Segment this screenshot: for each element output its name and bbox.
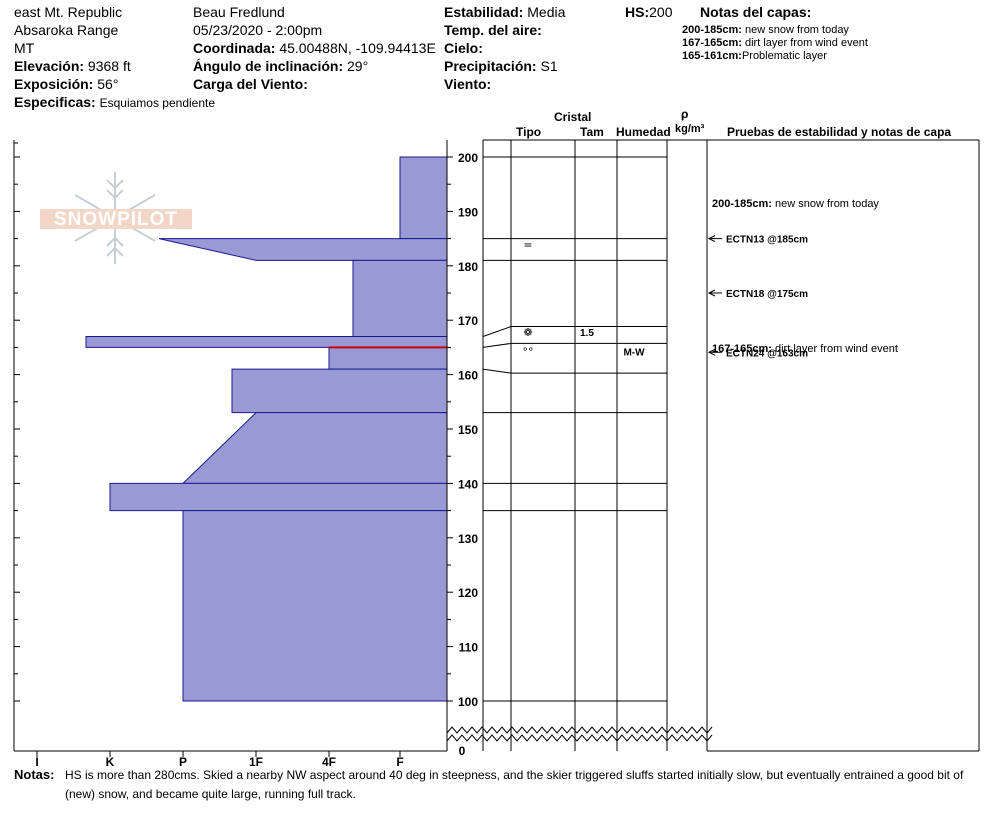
hardness-tick-label: 4F [322,755,336,769]
aspect: Exposición: 56° [14,76,119,92]
height-tick-label: 150 [458,423,478,437]
hardness-layer [352,259,448,338]
elevation: Elevación: 9368 ft [14,58,131,74]
test-arrow-head [707,235,716,243]
height-tick-label: 170 [458,314,478,328]
observer: Beau Fredlund [193,4,285,20]
hardness-tick-label: 1F [249,755,263,769]
layer-comment: 167-165cm: dirt layer from wind event [712,343,898,355]
col-size: Tam [580,125,604,139]
layer-note-3: 165-161cm:Problematic layer [682,50,827,62]
hardness-layer [399,156,448,240]
layer-notes-title: Notas del capas: [700,4,812,20]
range-name: Absaroka Range [14,22,119,38]
test-label: ECTN24 @163cm [726,348,808,359]
slope-angle: Ángulo de inclinación: 29° [193,58,369,74]
hardness-tick-label: F [396,755,403,769]
coordinates: Coordinada: 45.00488N, -109.94413E [193,40,436,56]
stability: Estabilidad: Media [444,4,566,20]
hardness-layer [328,346,448,370]
height-tick-label: 110 [459,641,479,655]
hardness-layer [109,482,448,512]
hardness-tick-label: I [35,755,38,769]
hardness-layer [231,368,448,414]
datetime: 05/23/2020 - 2:00pm [193,22,323,38]
layer-comment: 200-185cm: new snow from today [712,198,879,210]
wind-loading: Carga del Viento: [193,76,308,92]
layer-boundary [482,342,667,348]
height-tick-label: 130 [458,532,478,546]
crystal-type: °° [523,345,534,358]
hardness-tick-label: K [106,755,115,769]
height-tick-label: 120 [458,586,478,600]
height-break-zigzag [446,734,713,742]
crystal-type: ❁ [523,326,532,339]
col-tests: Pruebas de estabilidad y notas de capa [727,125,952,139]
snowpilot-logo: SNOWPILOT [40,172,192,264]
crystal-size: 1.5 [580,328,594,339]
sky: Cielo: [444,40,483,56]
hardness-layer [85,336,448,348]
logo-text: SNOWPILOT [54,209,178,230]
specifics: Especificas: Esquiamos pendiente [14,94,216,110]
height-break-zigzag [446,726,713,734]
height-tick-label: 140 [458,477,478,491]
col-type: Tipo [516,125,542,139]
col-crystal: Cristal [554,110,592,124]
wind: Viento: [444,76,492,92]
hardness-layer [181,412,448,484]
height-tick-label: 0 [459,744,466,758]
layer-boundary [482,368,667,374]
hs: HS:200 [625,4,673,20]
hardness-layer [182,510,448,702]
notes-label: Notas: [14,767,55,782]
test-label: ECTN18 @175cm [726,289,808,300]
layer-note-2: 167-165cm: dirt layer from wind event [682,37,868,49]
height-tick-label: 200 [458,151,478,165]
col-moisture: Humedad [616,125,671,139]
height-tick-label: 100 [458,695,478,709]
notes-line-1: HS is more than 280cms. Skied a nearby N… [65,768,964,782]
layer-note-1: 200-185cm: new snow from today [682,24,849,36]
test-arrow-head [707,289,716,297]
state-name: MT [14,40,35,56]
crystal-moisture: M-W [623,347,645,358]
col-rho: ρ [681,107,689,121]
height-tick-label: 190 [458,205,478,219]
test-label: ECTN13 @185cm [726,235,808,246]
col-density-unit: kg/m³ [675,123,705,135]
layer-boundary [482,326,667,337]
crystal-type: = [523,238,532,251]
height-tick-label: 160 [458,369,478,383]
notes-line-2: (new) snow, and became quite large, runn… [65,787,356,801]
precipitation: Precipitación: S1 [444,58,558,74]
hardness-tick-label: P [179,755,187,769]
hardness-layer [158,238,448,261]
test-arrow-head [707,348,716,356]
height-tick-label: 180 [458,260,478,274]
location-name: east Mt. Republic [14,4,123,20]
air-temp: Temp. del aire: [444,22,542,38]
